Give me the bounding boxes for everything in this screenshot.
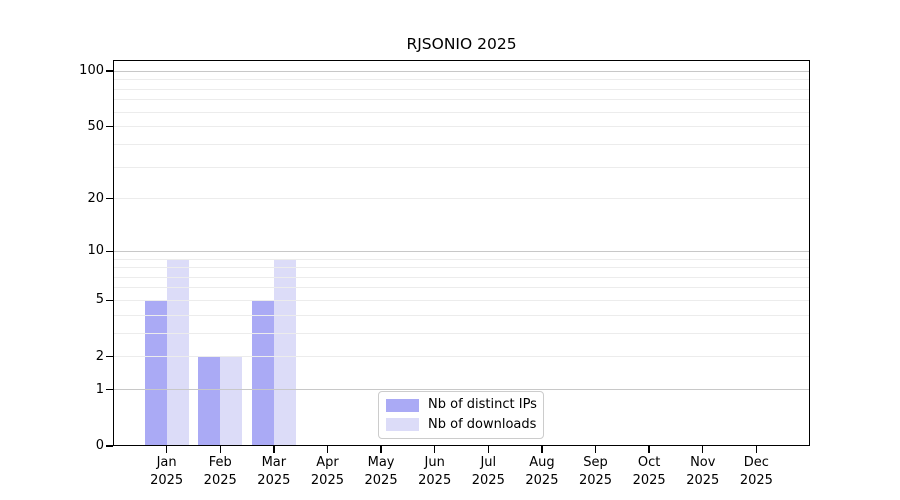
major-gridline-100 xyxy=(113,70,810,72)
x-tick-month: Feb xyxy=(208,455,232,470)
y-tick-label-5: 5 xyxy=(95,292,104,308)
minor-gridline-6 xyxy=(113,287,810,289)
x-tick-year: 2025 xyxy=(739,473,773,488)
x-tick-year: 2025 xyxy=(632,473,666,488)
x-tick-year: 2025 xyxy=(686,473,720,488)
x-tick-label-sep: Sep 2025 xyxy=(556,454,636,490)
bar-downloads-mar xyxy=(273,259,296,446)
x-tick-month: Dec xyxy=(743,455,769,470)
y-tick-20 xyxy=(106,198,113,200)
y-tick-label-2: 2 xyxy=(95,348,104,364)
minor-gridline-8 xyxy=(113,267,810,269)
bar-distinct-ips-feb xyxy=(198,356,221,446)
x-tick-month: Sep xyxy=(583,455,608,470)
x-tick-year: 2025 xyxy=(418,473,452,488)
x-tick-aug xyxy=(541,446,543,453)
x-tick-label-apr: Apr 2025 xyxy=(287,454,367,490)
minor-gridline-3 xyxy=(113,332,810,334)
minor-gridline-50 xyxy=(113,126,810,128)
y-tick-5 xyxy=(106,299,113,302)
x-tick-year: 2025 xyxy=(310,473,344,488)
y-tick-50 xyxy=(106,125,113,128)
minor-gridline-4 xyxy=(113,314,810,316)
x-tick-label-mar: Mar 2025 xyxy=(234,454,314,490)
y-tick-label-0: 0 xyxy=(95,438,104,453)
minor-gridline-20 xyxy=(113,198,810,200)
minor-gridline-7 xyxy=(113,276,810,278)
y-tick-10 xyxy=(106,250,113,252)
y-tick-100 xyxy=(106,70,113,72)
x-tick-dec xyxy=(755,446,758,453)
x-tick-year: 2025 xyxy=(257,473,291,488)
x-tick-label-jul: Jul 2025 xyxy=(448,454,528,490)
x-tick-month: Jul xyxy=(480,455,497,470)
x-tick-label-may: May 2025 xyxy=(341,454,421,490)
major-gridline-10 xyxy=(113,250,810,252)
legend-item-distinct-ips: Nb of distinct IPs xyxy=(386,397,537,413)
y-tick-1 xyxy=(106,389,113,391)
y-tick-2 xyxy=(106,356,113,358)
plot-area xyxy=(113,60,810,446)
legend-label-downloads: Nb of downloads xyxy=(428,416,537,432)
x-tick-sep xyxy=(594,446,597,453)
y-tick-label-50: 50 xyxy=(87,118,104,134)
x-tick-month: Aug xyxy=(529,455,555,470)
minor-gridline-5 xyxy=(113,299,810,301)
bar-distinct-ips-jan xyxy=(144,300,167,446)
x-tick-month: Jan xyxy=(156,455,177,470)
x-tick-label-nov: Nov 2025 xyxy=(663,454,743,490)
minor-gridline-9 xyxy=(113,258,810,260)
y-tick-label-20: 20 xyxy=(87,190,104,206)
x-tick-label-jun: Jun 2025 xyxy=(395,454,475,490)
minor-gridline-80 xyxy=(113,88,810,90)
legend-swatch-distinct-ips xyxy=(386,398,419,412)
y-tick-label-100: 100 xyxy=(79,63,104,79)
minor-gridline-90 xyxy=(113,79,810,81)
x-tick-month: Oct xyxy=(637,455,661,470)
legend: Nb of distinct IPs Nb of downloads xyxy=(378,391,544,439)
x-tick-label-jan: Jan 2025 xyxy=(127,454,207,490)
legend-item-downloads: Nb of downloads xyxy=(386,417,536,433)
x-tick-label-dec: Dec 2025 xyxy=(716,454,796,490)
x-tick-year: 2025 xyxy=(150,473,184,488)
x-tick-month: Jun xyxy=(424,455,445,470)
minor-gridline-70 xyxy=(113,99,810,101)
x-tick-month: Apr xyxy=(316,455,339,470)
x-tick-jan xyxy=(165,446,168,453)
x-tick-year: 2025 xyxy=(525,473,559,488)
legend-swatch-downloads xyxy=(386,418,419,432)
x-tick-year: 2025 xyxy=(578,473,613,488)
x-tick-jun xyxy=(433,446,436,453)
x-tick-month: May xyxy=(367,455,395,470)
x-tick-jul xyxy=(487,446,489,453)
x-tick-label-oct: Oct 2025 xyxy=(609,454,689,490)
x-tick-oct xyxy=(648,446,650,453)
x-tick-feb xyxy=(219,446,221,453)
x-tick-label-aug: Aug 2025 xyxy=(502,454,582,490)
x-tick-year: 2025 xyxy=(364,473,398,488)
bar-downloads-jan xyxy=(166,259,189,446)
minor-gridline-30 xyxy=(113,166,810,168)
x-tick-mar xyxy=(273,446,275,453)
minor-gridline-2 xyxy=(113,356,810,358)
legend-label-distinct-ips: Nb of distinct IPs xyxy=(428,397,537,413)
y-tick-0 xyxy=(106,445,113,447)
x-tick-nov xyxy=(702,446,704,453)
chart-title: RJSONIO 2025 xyxy=(406,35,517,53)
major-gridline-1 xyxy=(113,389,810,391)
y-tick-label-10: 10 xyxy=(87,243,104,259)
x-tick-month: Mar xyxy=(261,455,287,470)
x-tick-label-feb: Feb 2025 xyxy=(180,454,260,490)
bar-distinct-ips-mar xyxy=(251,300,274,446)
x-tick-may xyxy=(380,446,382,453)
x-tick-apr xyxy=(326,446,329,453)
bar-downloads-feb xyxy=(220,356,243,446)
y-tick-label-1: 1 xyxy=(95,381,104,397)
x-tick-month: Nov xyxy=(690,455,716,470)
minor-gridline-60 xyxy=(113,111,810,113)
x-tick-year: 2025 xyxy=(471,473,505,488)
minor-gridline-40 xyxy=(113,143,810,145)
x-tick-year: 2025 xyxy=(203,473,237,488)
